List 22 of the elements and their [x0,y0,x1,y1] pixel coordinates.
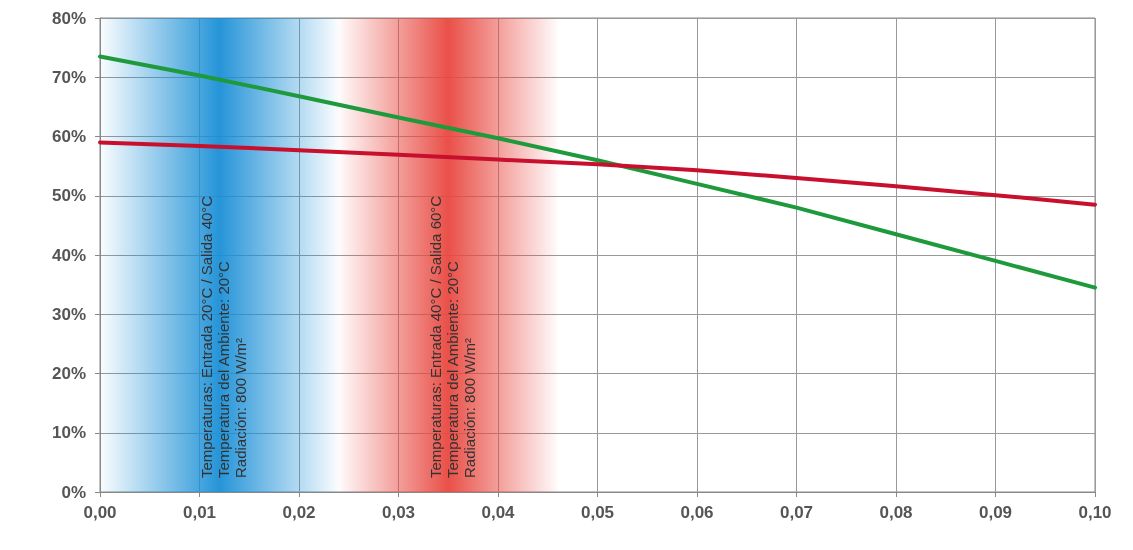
y-tick-label: 60% [51,127,86,146]
y-tick-label: 20% [51,364,86,383]
y-tick-label: 50% [51,186,86,206]
x-tick-label: 0,08 [879,503,913,522]
x-tick-label: 0,00 [83,503,117,522]
x-tick-label: 0,09 [978,503,1013,522]
band-label: Temperaturas: Entrada 40°C / Salida 60°C Temperatura del Ambiente: 20°C Radiación: 800 W/m² [426,195,478,478]
y-tick-label: 80% [51,8,86,28]
x-tick-label: 0,03 [381,503,416,522]
x-tick-label: 0,04 [481,503,516,522]
x-tick-label: 0,01 [182,503,217,522]
x-tick-label: 0,05 [580,503,615,522]
band-label: Temperaturas: Entrada 20°C / Salida 40°C Temperatura del Ambiente: 20°C Radiación: 800 W/m² [197,195,249,478]
y-tick-label: 30% [51,304,86,324]
x-tick-label: 0,02 [282,503,316,522]
y-tick-label: 0% [61,482,86,502]
x-tick-label: 0,07 [779,503,814,522]
y-tick-label: 70% [51,67,86,87]
y-tick-label: 40% [51,245,86,265]
x-tick-label: 0,10 [1078,503,1112,522]
x-tick-label: 0,06 [680,503,714,522]
y-tick-label: 10% [51,423,86,443]
